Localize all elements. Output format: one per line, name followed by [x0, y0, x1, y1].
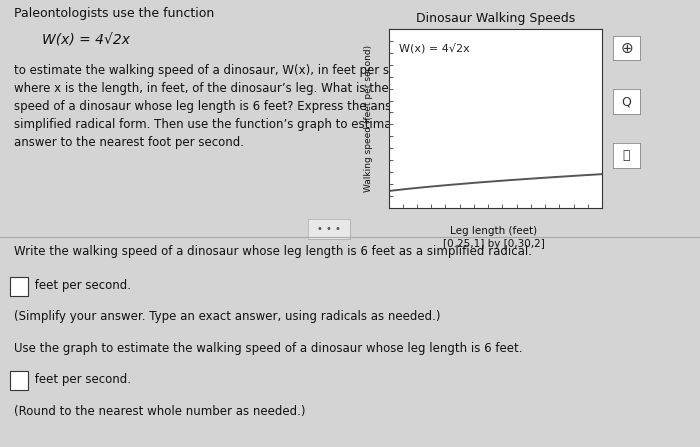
Text: Walking speed (feet per second): Walking speed (feet per second) — [365, 45, 373, 192]
Text: • • •: • • • — [317, 224, 341, 234]
Text: Paleontologists use the function: Paleontologists use the function — [14, 7, 214, 20]
Text: Write the walking speed of a dinosaur whose leg length is 6 feet as a simplified: Write the walking speed of a dinosaur wh… — [14, 245, 532, 258]
Text: (Round to the nearest whole number as needed.): (Round to the nearest whole number as ne… — [14, 405, 305, 418]
Text: Leg length (feet)
[0.25,1] by [0,30,2]: Leg length (feet) [0.25,1] by [0,30,2] — [442, 226, 545, 249]
Text: feet per second.: feet per second. — [31, 279, 131, 292]
Text: ⊕: ⊕ — [620, 41, 633, 55]
FancyBboxPatch shape — [10, 277, 27, 296]
Text: Q: Q — [622, 95, 631, 108]
Text: W(x) = 4√2x: W(x) = 4√2x — [42, 33, 130, 47]
Text: to estimate the walking speed of a dinosaur, W(x), in feet per second,
where x i: to estimate the walking speed of a dinos… — [14, 64, 438, 149]
Text: feet per second.: feet per second. — [31, 373, 131, 386]
Text: ⧉: ⧉ — [623, 149, 630, 162]
FancyBboxPatch shape — [10, 371, 27, 390]
Title: Dinosaur Walking Speeds: Dinosaur Walking Speeds — [416, 12, 575, 25]
Text: (Simplify your answer. Type an exact answer, using radicals as needed.): (Simplify your answer. Type an exact ans… — [14, 311, 440, 324]
Text: Use the graph to estimate the walking speed of a dinosaur whose leg length is 6 : Use the graph to estimate the walking sp… — [14, 342, 522, 355]
Text: W(x) = 4√2x: W(x) = 4√2x — [399, 43, 470, 54]
